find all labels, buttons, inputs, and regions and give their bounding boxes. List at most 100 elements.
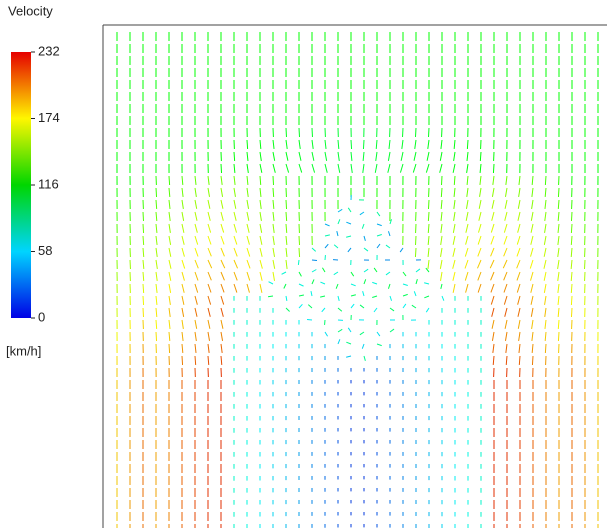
flow-vector [246,151,249,162]
flow-vector [285,151,289,161]
flow-vector [181,319,184,329]
flow-vector [426,151,430,161]
flow-vector [363,279,367,285]
flow-vector [259,175,262,186]
flow-vector [298,235,301,246]
flow-vector [441,295,445,301]
flow-vector [492,175,495,185]
flow-vector [427,199,430,210]
flow-vector [517,295,521,305]
flow-vector [399,163,404,173]
flow-vector [324,223,330,227]
flow-vector [415,268,421,273]
flow-vector [427,223,430,234]
flow-vector [142,295,145,306]
flow-vector [155,199,158,210]
flow-vector [557,259,560,269]
flow-vector [246,259,251,269]
flow-vector [570,307,573,318]
flow-vector [207,199,211,209]
flow-vector [233,223,238,233]
flow-vector [376,331,381,337]
flow-vector [492,163,495,174]
flow-vector [518,331,521,341]
flow-vector [557,319,560,330]
flow-vector [272,175,275,186]
flow-vector [504,211,508,221]
flow-vector [531,319,534,329]
flow-vector [362,139,365,150]
flow-vector [207,211,211,221]
flow-vector [298,294,305,297]
flow-vector [337,139,340,150]
flow-vector [181,187,184,197]
flow-vector [306,318,313,321]
flow-vector [168,211,171,221]
flow-vector [310,291,313,297]
flow-vector [505,343,508,353]
flow-vector [362,291,365,297]
flow-vector [194,259,199,269]
flow-vector [453,199,456,209]
flow-vector [489,259,495,269]
flow-vector [337,339,341,345]
flow-vector [464,247,469,257]
flow-vector [285,247,288,258]
flow-vector [361,343,365,349]
flow-vector [502,259,508,269]
flow-vector [194,175,197,185]
flow-vector [321,267,326,273]
flow-vector [425,307,430,313]
flow-vector [168,331,171,342]
flow-vector [311,151,315,161]
flow-vector [452,235,456,245]
flow-vector [543,235,547,245]
flow-vector [259,259,263,269]
flow-vector [168,187,171,198]
flow-vector [324,163,328,173]
flow-vector [155,235,158,245]
flow-vector [207,187,211,197]
flow-vector [363,355,366,361]
flow-vector [557,247,560,257]
flow-vector [372,295,378,298]
flow-vector [298,139,301,149]
flow-vector [477,235,482,245]
flow-vector [385,271,391,276]
flow-vector [220,355,223,366]
flow-vector [414,247,417,258]
flow-vector [516,271,521,281]
flow-vector [194,235,199,245]
flow-vector [220,187,224,197]
flow-vector [452,259,456,269]
flow-vector [477,283,482,293]
flow-vector [311,279,315,285]
flow-vector [155,283,158,293]
flow-vector [544,295,547,305]
flow-vector [387,231,391,237]
flow-vector [570,211,573,222]
flow-vector [412,163,417,173]
flow-vector [543,283,547,293]
flow-vector [346,221,352,225]
flow-vector [492,355,495,366]
flow-vector [207,247,212,257]
flow-vector [220,211,224,221]
flow-vector [207,343,210,353]
flow-vector [516,247,521,257]
flow-vector [233,271,238,281]
flow-vector [285,295,288,302]
flow-vector [376,223,382,227]
flow-vector [362,163,365,173]
flow-vector [272,163,276,173]
flow-vector [298,151,302,161]
flow-vector [333,244,339,249]
flow-vector [155,295,158,306]
colorbar-title: Velocity [8,3,53,18]
flow-vector [544,343,547,354]
flow-vector [259,139,262,150]
flow-vector [168,283,172,293]
flow-vector [298,283,304,287]
flow-vector [142,271,145,282]
colorbar-unit: [km/h] [6,343,41,358]
